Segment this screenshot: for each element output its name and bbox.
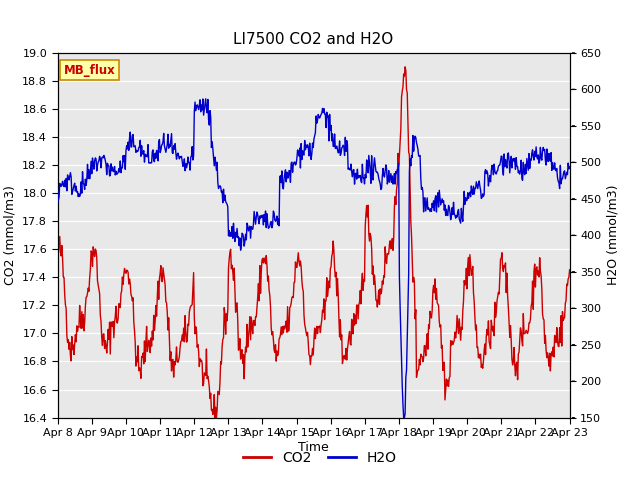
Title: LI7500 CO2 and H2O: LI7500 CO2 and H2O bbox=[234, 33, 394, 48]
Legend: CO2, H2O: CO2, H2O bbox=[237, 445, 403, 471]
Y-axis label: CO2 (mmol/m3): CO2 (mmol/m3) bbox=[4, 185, 17, 285]
Text: MB_flux: MB_flux bbox=[64, 64, 115, 77]
Y-axis label: H2O (mmol/m3): H2O (mmol/m3) bbox=[607, 185, 620, 286]
X-axis label: Time: Time bbox=[298, 441, 329, 454]
